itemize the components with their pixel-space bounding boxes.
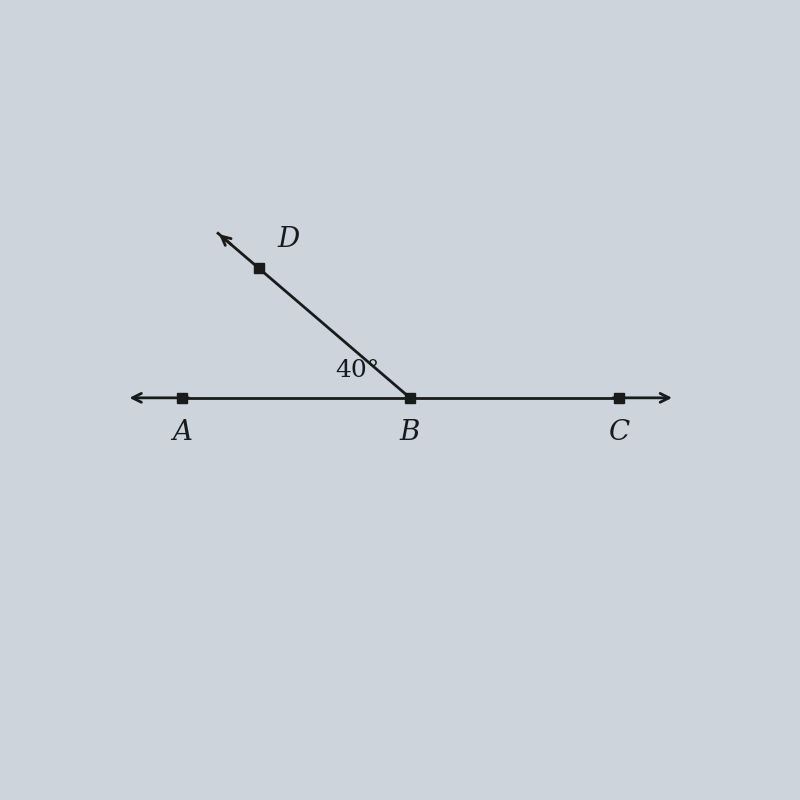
Text: B: B (400, 419, 420, 446)
Text: A: A (172, 419, 192, 446)
Text: 40°: 40° (335, 358, 380, 382)
Text: C: C (609, 419, 630, 446)
Text: D: D (278, 226, 300, 253)
